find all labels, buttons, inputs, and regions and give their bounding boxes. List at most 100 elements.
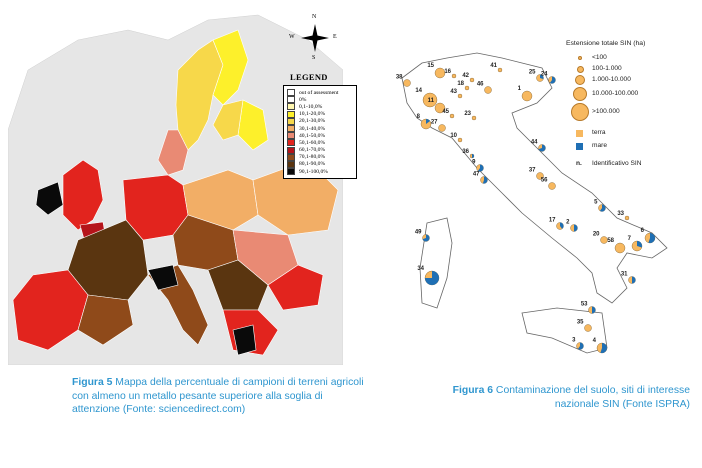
sin-site-terra [438,124,446,132]
sin-site: 17 [549,218,564,230]
compass-east: E [333,34,337,40]
sin-site-terra [600,236,608,244]
legend-item: 10,1-20,0% [287,110,356,118]
sin-site-label: 45 [442,109,449,115]
figure5-label: Figura 5 [72,377,113,388]
legend-item: 80,1-90,0% [287,160,356,168]
sin-site-label: 34 [417,266,424,272]
western-europe-region [12,219,149,351]
size-legend-label: 1.000-10.000 [592,76,631,83]
figure6-label: Figura 6 [452,385,494,396]
sin-site-label: 4 [593,338,597,344]
legend-label: 40,1-50,0% [299,132,326,139]
sin-site-terra [521,90,533,102]
sin-site: 2 [566,220,578,232]
sin-site-mare [426,119,431,124]
legend-swatch [287,96,295,104]
sin-site: 25 [529,70,544,82]
sin-site: 27 [431,120,446,132]
sin-site-terra [422,92,438,108]
sin-site-label: 16 [444,69,451,75]
legend-label: 70,1-80,0% [299,154,326,161]
legend-label: 80,1-90,0% [299,161,326,168]
sin-site-terra [403,79,411,87]
sin-site-label: 23 [464,111,471,117]
size-legend-circle [578,56,582,60]
sin-site-label: 25 [529,70,536,76]
sin-site-mare [422,234,430,242]
europe-heavy-metal-map [8,14,343,365]
legend-item: 20,1-30,0% [287,117,356,125]
terra-label: terra [592,129,606,136]
sin-site-mare [574,224,578,232]
sin-site-label: 58 [607,238,614,244]
sin-site-label: 2 [566,220,570,226]
id-label: Identificativo SIN [592,160,642,167]
sin-site-label: 11 [428,98,435,104]
legend-item: 90,1-100,0% [287,168,356,176]
scandinavia-region [157,29,269,176]
sin-site-label: 14 [415,88,422,94]
sin-site-terra [497,67,503,73]
sin-site-label: 56 [541,178,548,184]
sin-site-terra [457,137,463,143]
sin-site-label: 6 [641,228,645,234]
sin-site: 11 [428,98,446,114]
legend-label: 0,1-10,0% [299,103,323,110]
sin-site: 53 [581,302,596,314]
legend-label: 0% [299,96,307,103]
sin-site: 20 [593,232,608,244]
sin-site: 35 [577,320,592,332]
legend-item: out of assessment [287,89,356,97]
sin-site-terra [471,115,477,121]
figure6-text: Contaminazione del suolo, siti di intere… [493,385,690,410]
sin-site-mare [540,74,544,80]
sin-site-label: 3 [572,338,576,344]
size-legend-label: 10.000-100.000 [592,90,639,97]
sin-site-terra [449,113,455,119]
sin-site-label: 17 [549,218,556,224]
sin-site: 43 [450,89,463,99]
sin-site-label: 47 [473,172,480,178]
southern-europe-region [147,259,279,356]
sin-site-label: 27 [431,120,438,126]
sin-site: 7 [628,236,643,252]
legend-item: 0,1-10,0% [287,103,356,111]
legend-label: 60,1-70,0% [299,147,326,154]
sin-site-mare [592,306,596,314]
terra-swatch [576,130,583,137]
sin-site: 31 [621,272,636,284]
legend-swatch [287,125,295,133]
legend-item: 40,1-50,0% [287,132,356,140]
sin-site-mare [472,154,474,158]
legend-label: out of assessment [299,89,339,96]
sin-site-label: 18 [457,81,464,87]
sin-site-label: 1 [518,86,522,92]
sin-site-label: 8 [417,114,421,120]
sin-site-terra [469,77,475,83]
id-symbol: n. [576,160,582,167]
sin-site: 41 [490,63,503,73]
sin-site: 8 [417,114,432,130]
sin-site: 37 [529,168,544,180]
legend-swatch [287,153,295,161]
sin-site-terra [548,182,556,190]
compass-west: W [289,34,295,40]
sin-site: 9 [472,160,484,172]
sin-site: 10 [450,133,463,143]
mare-label: mare [592,142,608,149]
sin-site-mare [599,204,606,212]
sin-site: 4 [593,338,608,354]
sin-site: 56 [541,178,556,190]
sin-site-label: 36 [462,149,469,155]
sin-site: 16 [444,69,457,79]
sin-site: 33 [617,211,630,221]
sin-site-label: 7 [628,236,632,242]
sin-site-label: 43 [450,89,457,95]
figure5-caption: Figura 5 Mappa della percentuale di camp… [72,376,372,417]
sin-site: 47 [473,172,488,184]
sin-site-terra [484,86,492,94]
legend-label: 50,1-60,0% [299,139,326,146]
sin-site: 1 [518,86,533,102]
